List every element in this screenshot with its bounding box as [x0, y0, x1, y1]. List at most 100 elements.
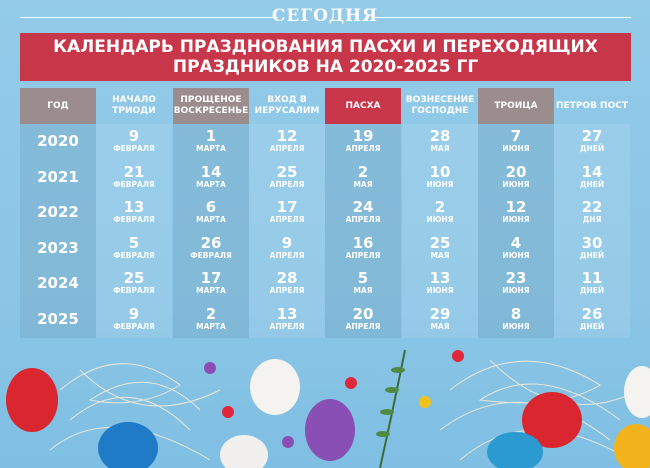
column-header: ТРОИЦА: [478, 88, 554, 124]
day-number: 17: [200, 269, 222, 288]
month-label: ДНЕЙ: [579, 286, 605, 296]
day-number: 8: [510, 305, 522, 323]
table-cell: 5 МАЯ: [325, 270, 401, 295]
day-number: 21: [123, 162, 145, 181]
column-0: ГОД 2020 2021 2022 2023 2024 2025: [20, 88, 96, 338]
table-cell: 5 ФЕВРАЛЯ: [96, 235, 172, 260]
column-body: [325, 124, 401, 338]
column-body: [554, 124, 630, 338]
candy: [345, 377, 357, 389]
title-line-2: ПРАЗДНИКОВ НА 2020-2025 ГГ: [172, 57, 479, 77]
table-cell: 14 МАРТА: [173, 164, 249, 189]
day-number: 24: [352, 198, 374, 217]
day-number: 2: [434, 198, 446, 217]
column-header: НАЧАЛО ТРИОДИ: [112, 95, 156, 116]
month-label: МАРТА: [196, 286, 226, 296]
month-label: ФЕВРАЛЯ: [113, 286, 155, 296]
column-3: ВХОД В ИЕРУСАЛИМ 12 АПРЕЛЯ 25 АПРЕЛЯ 17 АПРЕЛЯ…: [249, 88, 325, 338]
day-number: 20: [505, 162, 527, 181]
day-number: 13: [276, 305, 298, 323]
month-label: МАЯ: [430, 144, 450, 153]
day-number: 14: [200, 162, 222, 181]
month-label: ДНЕЙ: [579, 250, 605, 260]
day-number: 19: [352, 127, 374, 145]
year: 2024: [37, 274, 79, 293]
easter-decoration: [6, 349, 650, 468]
table-cell: 22 ДНЯ: [554, 199, 630, 224]
table-cell: 13 ФЕВРАЛЯ: [96, 199, 172, 224]
table-cell: 27 ДНЕЙ: [554, 128, 630, 153]
candy: [222, 406, 234, 418]
divider-right: [373, 17, 631, 18]
table-cell: 13 АПРЕЛЯ: [249, 306, 325, 331]
day-number: 5: [357, 269, 369, 288]
day-number: 11: [581, 269, 603, 288]
month-label: ФЕВРАЛЯ: [113, 250, 155, 260]
divider-left: [20, 17, 278, 18]
table-cell: 9 ФЕВРАЛЯ: [96, 128, 172, 153]
day-number: 27: [581, 127, 603, 145]
month-label: АПРЕЛЯ: [345, 322, 381, 331]
table-cell: 25 АПРЕЛЯ: [249, 164, 325, 189]
month-label: АПРЕЛЯ: [269, 322, 305, 331]
month-label: АПРЕЛЯ: [269, 286, 305, 296]
table-cell: 2 МАРТА: [173, 306, 249, 331]
table-cell: 7 ИЮНЯ: [478, 128, 554, 153]
day-number: 14: [581, 162, 603, 181]
month-label: ИЮНЯ: [502, 286, 530, 296]
white-egg: [624, 366, 650, 418]
day-number: 9: [128, 127, 140, 145]
month-label: ФЕВРАЛЯ: [113, 215, 155, 225]
brand-logo: СЕГОДНЯ: [271, 6, 379, 26]
column-body: [20, 124, 96, 338]
day-number: 9: [128, 305, 140, 323]
day-number: 13: [429, 269, 451, 288]
month-label: МАЯ: [430, 250, 450, 260]
month-label: МАРТА: [196, 215, 226, 225]
table-cell: 2 ИЮНЯ: [402, 199, 478, 224]
day-number: 25: [123, 269, 145, 288]
day-number: 20: [352, 305, 374, 323]
day-number: 29: [429, 305, 451, 323]
table-cell: 10 ИЮНЯ: [402, 164, 478, 189]
month-label: АПРЕЛЯ: [269, 179, 305, 189]
column-header: ПАСХА: [325, 88, 401, 124]
table-cell: 17 АПРЕЛЯ: [249, 199, 325, 224]
day-number: 4: [510, 233, 522, 252]
red-egg: [522, 392, 582, 448]
column-1: НАЧАЛО ТРИОДИ 9 ФЕВРАЛЯ 21 ФЕВРАЛЯ 13 ФЕВРАЛЯ 5…: [96, 88, 172, 338]
title-line-1: КАЛЕНДАРЬ ПРАЗДНОВАНИЯ ПАСХИ И ПЕРЕХОДЯЩ…: [53, 37, 598, 57]
month-label: ДНЕЙ: [579, 179, 605, 189]
table-cell: 21 ФЕВРАЛЯ: [96, 164, 172, 189]
table-cell: 26 ДНЕЙ: [554, 306, 630, 331]
day-number: 22: [581, 198, 603, 217]
column-header: ВХОД В ИЕРУСАЛИМ: [254, 95, 320, 116]
day-number: 13: [123, 198, 145, 217]
table-cell: 28 АПРЕЛЯ: [249, 270, 325, 295]
day-number: 28: [429, 127, 451, 145]
table-cell: 28 МАЯ: [402, 128, 478, 153]
table-cell: 11 ДНЕЙ: [554, 270, 630, 295]
month-label: МАРТА: [196, 144, 226, 153]
table-cell: 23 ИЮНЯ: [478, 270, 554, 295]
month-label: ФЕВРАЛЯ: [113, 144, 155, 153]
table-cell: 16 АПРЕЛЯ: [325, 235, 401, 260]
table-cell: 2023: [20, 240, 96, 256]
column-header: ПЕТРОВ ПОСТ: [556, 100, 628, 111]
day-number: 25: [276, 162, 298, 181]
day-number: 30: [581, 233, 603, 252]
table-cell: 29 МАЯ: [402, 306, 478, 331]
day-number: 25: [429, 233, 451, 252]
month-label: АПРЕЛЯ: [269, 250, 305, 260]
yellow-egg: [614, 424, 650, 468]
month-label: МАРТА: [196, 322, 226, 331]
table-cell: 25 ФЕВРАЛЯ: [96, 270, 172, 295]
column-header: ПРОЩЕНОЕ ВОСКРЕСЕНЬЕ: [173, 88, 249, 124]
month-label: АПРЕЛЯ: [345, 144, 381, 153]
column-body: [173, 124, 249, 338]
candy: [452, 350, 464, 362]
table-cell: 20 АПРЕЛЯ: [325, 306, 401, 331]
month-label: ИЮНЯ: [502, 215, 530, 225]
table-cell: 13 ИЮНЯ: [402, 270, 478, 295]
white-egg: [220, 435, 268, 468]
